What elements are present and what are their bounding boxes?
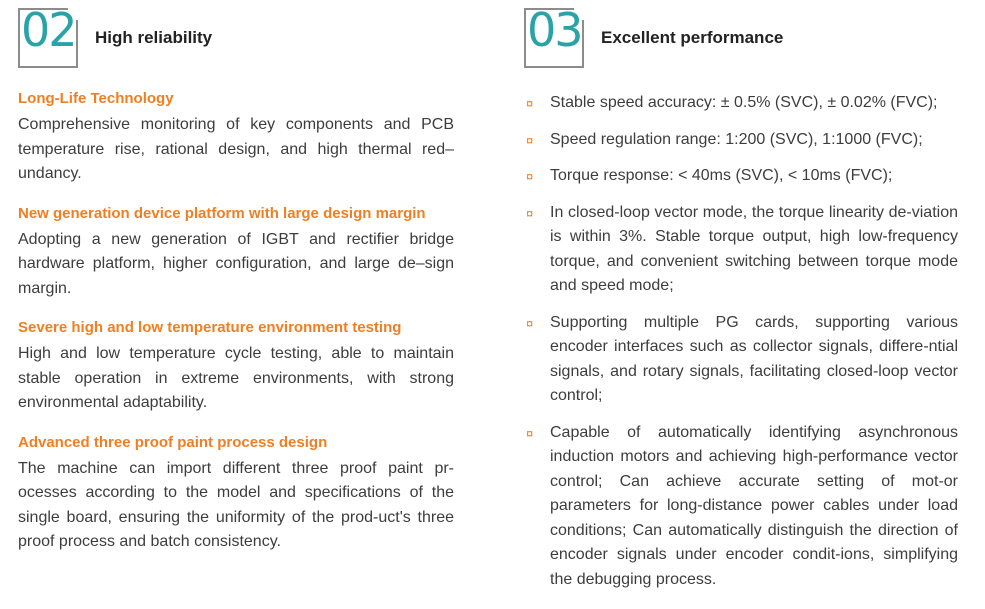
feature-body: The machine can import different three p… [18, 459, 454, 551]
bullet-icon: ¤ [526, 425, 534, 441]
feature-body: Adopting a new generation of IGBT and re… [18, 230, 454, 297]
list-item: ¤ Capable of automatically identifying a… [524, 421, 958, 593]
list-item-text: Stable speed accuracy: ± 0.5% (SVC), ± 0… [550, 94, 938, 111]
section-performance: 03 Excellent performance ¤ Stable speed … [524, 0, 958, 604]
section-title: High reliability [95, 28, 213, 47]
feature-title: Long-Life Technology [18, 90, 174, 107]
feature-body: High and low temperature cycle testing, … [18, 345, 454, 411]
performance-list: ¤ Stable speed accuracy: ± 0.5% (SVC), ±… [524, 91, 958, 592]
feature-item: Severe high and low temperature environm… [18, 317, 454, 416]
feature-item: New generation device platform with larg… [18, 203, 454, 302]
list-item-text: Supporting multiple PG cards, supporting… [550, 313, 958, 405]
list-item: ¤ Stable speed accuracy: ± 0.5% (SVC), ±… [524, 91, 958, 116]
feature-title: Advanced three proof paint process desig… [18, 433, 328, 451]
feature-item: Long-Life Technology Comprehensive monit… [18, 88, 454, 187]
number-box [524, 8, 584, 68]
list-item-text: In closed-loop vector mode, the torque l… [550, 203, 958, 295]
list-item: ¤ Torque response: < 40ms (SVC), < 10ms … [524, 164, 958, 189]
list-item: ¤ In closed-loop vector mode, the torque… [524, 201, 958, 299]
list-item-text: Speed regulation range: 1:200 (SVC), 1:1… [550, 130, 923, 148]
section-reliability: 02 High reliability Long-Life Technology… [18, 0, 454, 555]
section-header: 03 Excellent performance [524, 0, 958, 72]
bullet-icon: ¤ [526, 315, 534, 331]
list-item: ¤ Supporting multiple PG cards, supporti… [524, 311, 958, 409]
section-number: 02 [21, 3, 78, 57]
section-title: Excellent performance [601, 28, 784, 47]
feature-title: New generation device platform with larg… [18, 204, 426, 222]
list-item: ¤ Speed regulation range: 1:200 (SVC), 1… [524, 128, 958, 153]
feature-body: Comprehensive monitoring of key componen… [18, 116, 454, 182]
bullet-icon: ¤ [526, 169, 534, 184]
list-item-text: Torque response: < 40ms (SVC), < 10ms (F… [550, 167, 893, 184]
list-item-text: Capable of automatically identifying asy… [550, 423, 958, 588]
bullet-icon: ¤ [526, 205, 534, 221]
bullet-icon: ¤ [526, 132, 534, 148]
number-box [18, 8, 78, 68]
section-header: 02 High reliability [18, 0, 454, 72]
bullet-icon: ¤ [526, 96, 534, 111]
feature-item: Advanced three proof paint process desig… [18, 432, 454, 555]
feature-title: Severe high and low temperature environm… [18, 319, 402, 336]
section-number: 03 [527, 3, 584, 57]
